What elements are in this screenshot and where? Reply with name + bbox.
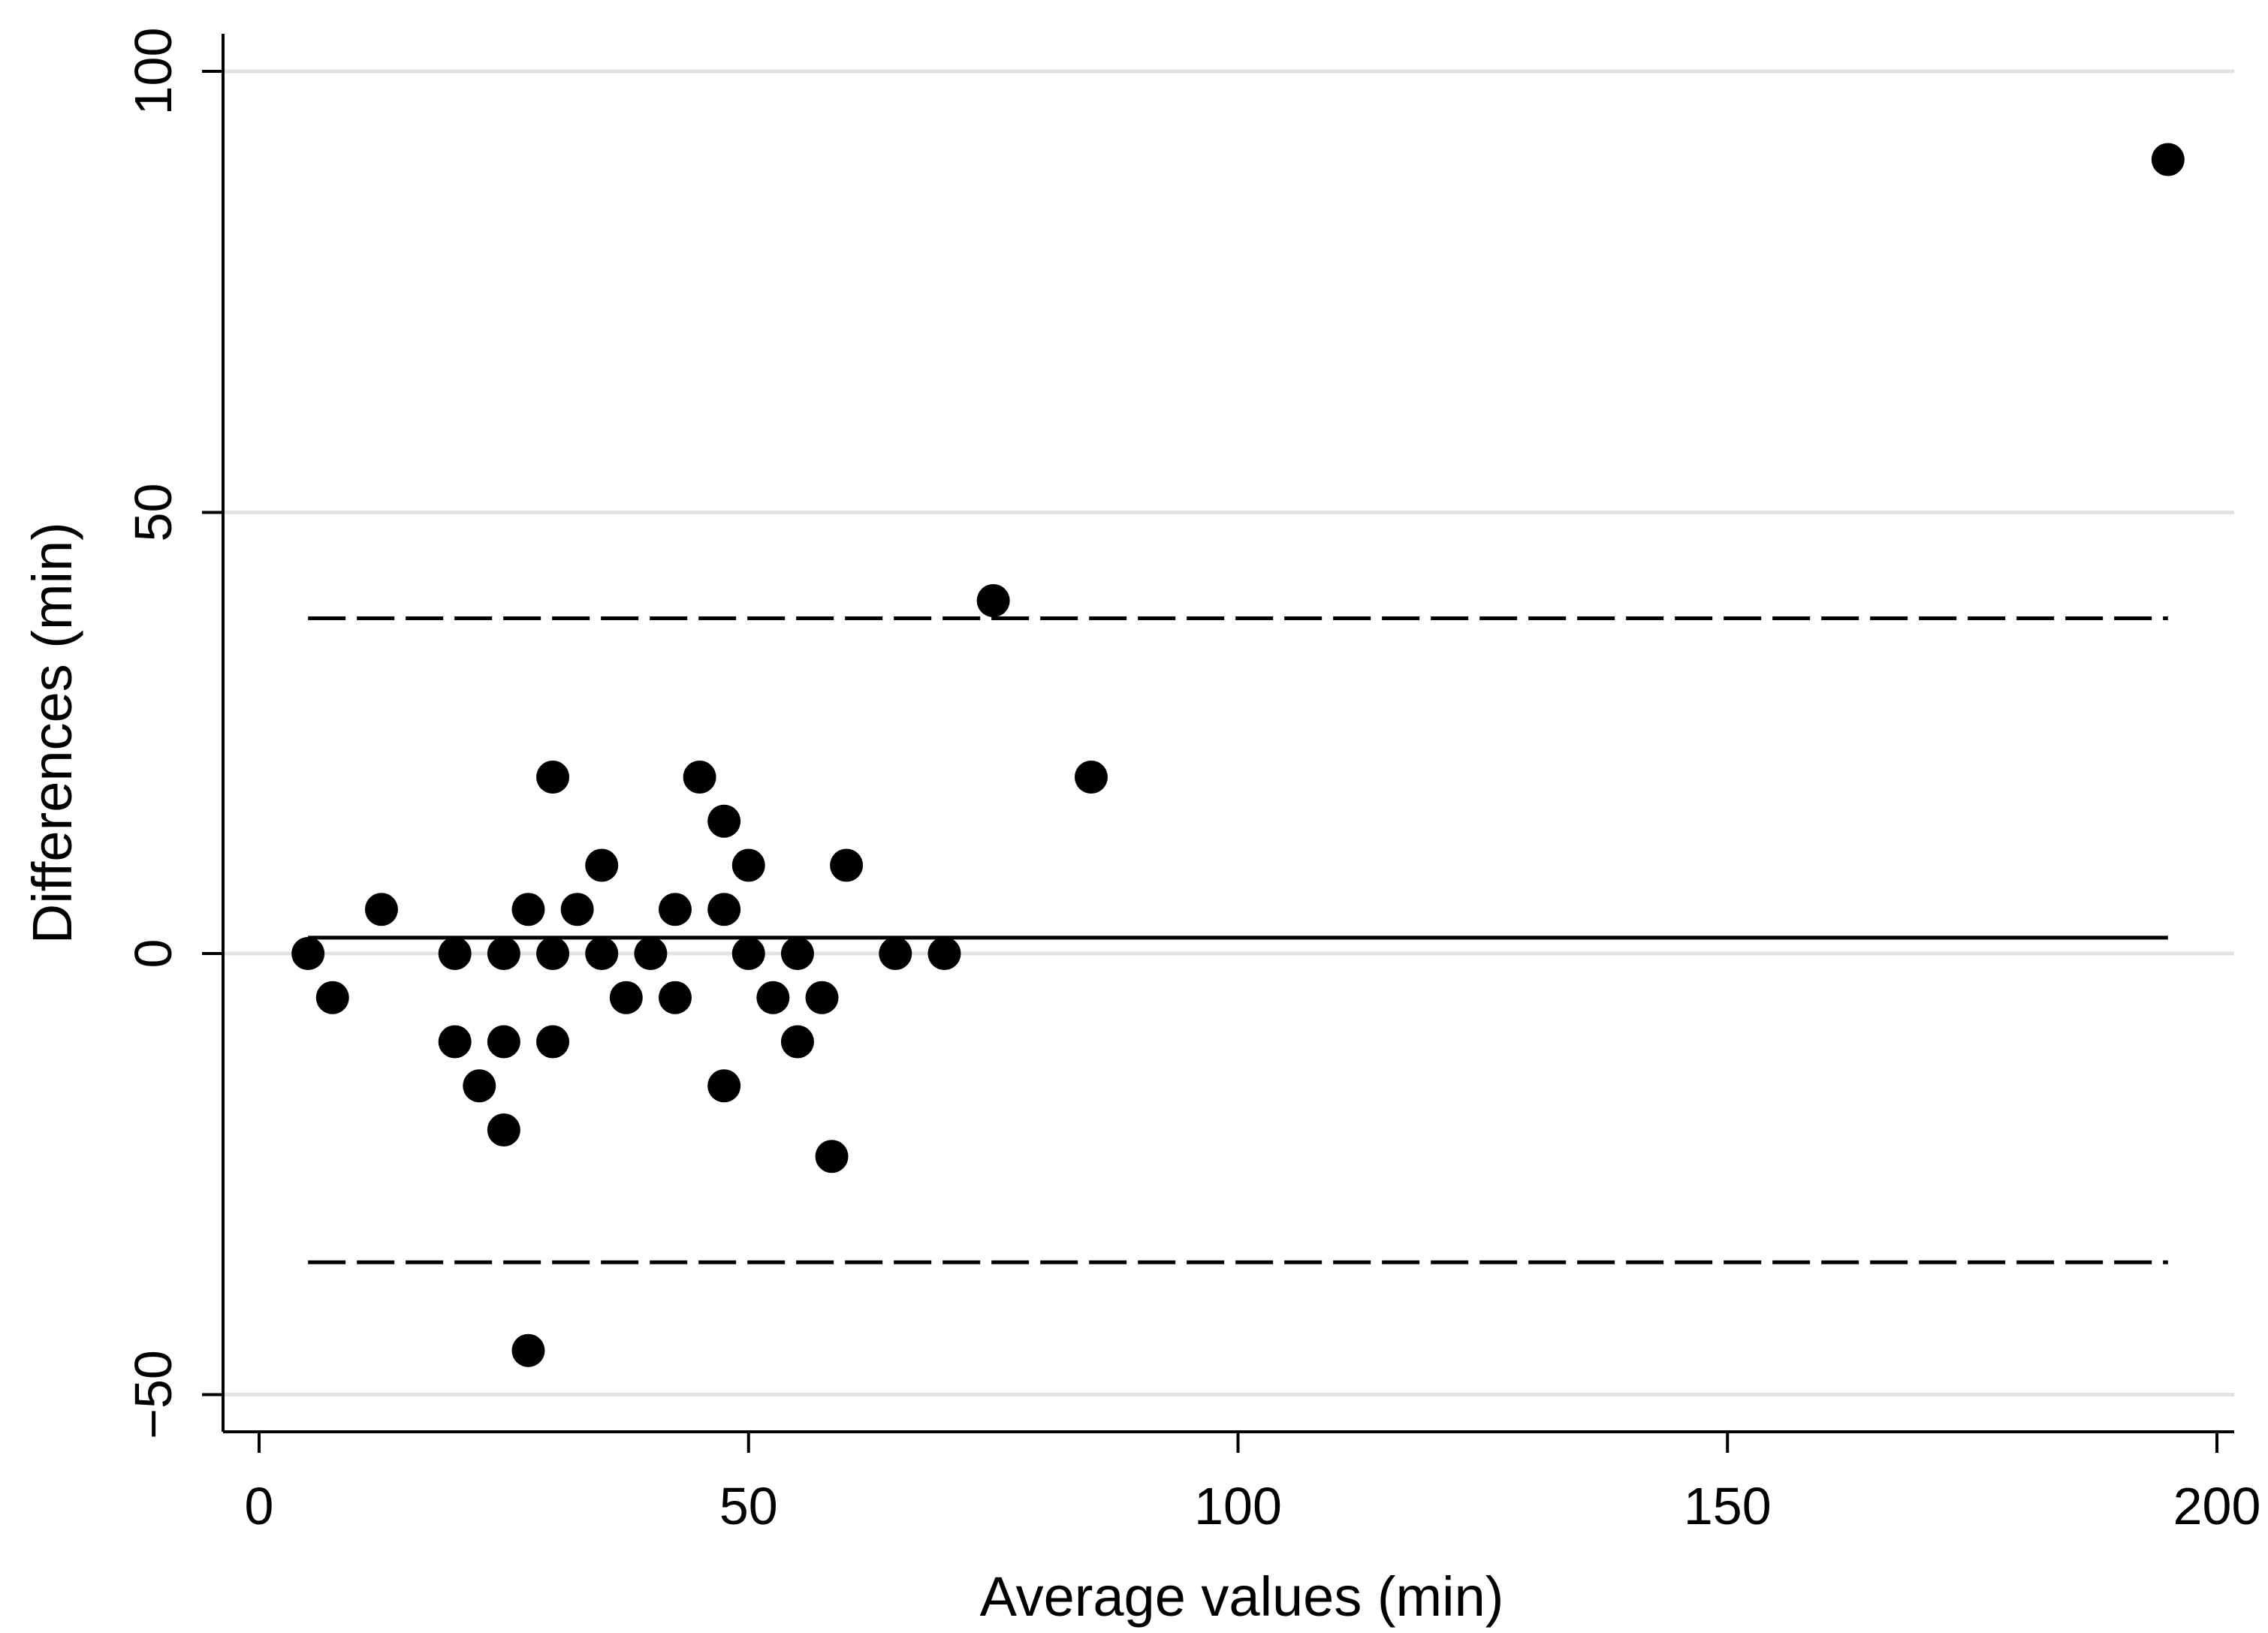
data-point-28 [780, 937, 814, 970]
data-point-29 [780, 1025, 814, 1059]
y-tick-label--50: −50 [124, 1350, 182, 1439]
y-tick-label-100: 100 [124, 28, 182, 116]
data-point-5 [463, 1069, 496, 1103]
data-point-9 [511, 893, 545, 926]
data-point-13 [536, 1025, 570, 1059]
x-tick-label-200: 200 [2173, 1477, 2261, 1535]
y-tick-label-0: 0 [124, 939, 182, 969]
data-point-3 [438, 937, 472, 970]
data-point-23 [707, 893, 741, 926]
y-axis-title: Differences (min) [21, 522, 83, 944]
data-points [291, 143, 2185, 1367]
data-point-25 [731, 848, 765, 882]
data-point-10 [511, 1333, 545, 1367]
ticks: 0 50 100 150 200 −50 0 50 100 [124, 28, 2260, 1535]
data-point-21 [683, 761, 716, 794]
x-tick-label-0: 0 [245, 1477, 274, 1535]
data-point-37 [2151, 143, 2185, 176]
data-point-17 [609, 981, 643, 1014]
axes [222, 34, 2234, 1433]
data-point-35 [976, 584, 1010, 617]
data-point-36 [1074, 761, 1108, 794]
data-point-0 [291, 937, 325, 970]
data-point-24 [707, 1069, 741, 1103]
data-point-20 [658, 981, 692, 1014]
data-point-16 [585, 937, 619, 970]
data-point-2 [364, 893, 398, 926]
x-tick-label-100: 100 [1194, 1477, 1282, 1535]
data-point-4 [438, 1025, 472, 1059]
data-point-27 [756, 981, 790, 1014]
y-tick-label-50: 50 [124, 484, 182, 542]
data-point-30 [805, 981, 839, 1014]
data-point-14 [560, 893, 594, 926]
data-point-1 [315, 981, 349, 1014]
data-point-11 [536, 761, 570, 794]
data-point-34 [927, 937, 961, 970]
data-point-7 [487, 1025, 520, 1059]
x-axis-title: Average values (min) [980, 1565, 1504, 1628]
data-point-12 [536, 937, 570, 970]
data-point-15 [585, 848, 619, 882]
data-point-32 [830, 848, 864, 882]
data-point-18 [634, 937, 668, 970]
x-tick-label-150: 150 [1684, 1477, 1772, 1535]
x-tick-label-50: 50 [719, 1477, 778, 1535]
data-point-22 [707, 804, 741, 838]
data-point-6 [487, 937, 520, 970]
data-point-8 [487, 1113, 520, 1146]
data-point-19 [658, 893, 692, 926]
reference-lines [308, 616, 2168, 1264]
data-point-31 [815, 1140, 849, 1174]
data-point-26 [731, 937, 765, 970]
data-point-33 [879, 937, 912, 970]
